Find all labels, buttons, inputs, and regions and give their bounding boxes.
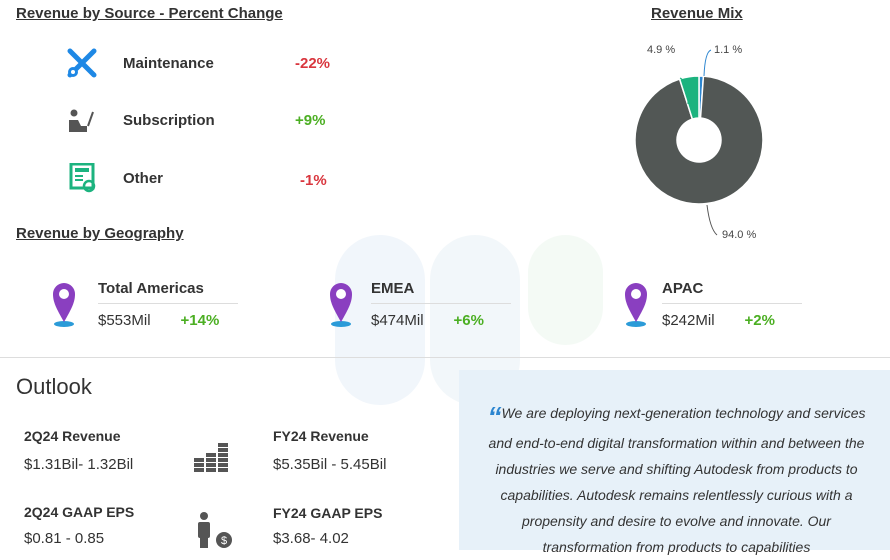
watermark-shape [528,235,603,345]
geo-change: +6% [453,312,484,329]
geo-item: Total Americas $553Mil +14% [98,280,238,329]
fy-eps-value: $3.68- 4.02 [273,530,349,547]
geo-name: APAC [662,280,802,304]
revenue-mix-chart: 4.9 % 1.1 % 94.0 % [634,44,764,241]
mix-title: Revenue Mix [651,5,743,22]
geo-value: $553Mil [98,312,151,329]
outlook-title: Outlook [16,374,92,399]
person-laptop-icon [68,108,96,137]
geo-item: APAC $242Mil +2% [662,280,802,329]
leader-line [706,204,718,236]
divider [0,357,890,358]
geo-item: EMEA $474Mil +6% [371,280,511,329]
location-pin-icon [329,282,353,333]
location-pin-icon [52,282,76,333]
quote-text: We are deploying next-generation technol… [488,405,866,555]
quote-mark-icon: “ [487,401,502,432]
person-dollar-icon: $ [196,512,234,555]
slice-label: 4.9 % [647,44,675,56]
location-pin-icon [624,282,648,333]
fy-rev-value: $5.35Bil - 5.45Bil [273,456,387,473]
geo-title: Revenue by Geography [16,225,184,242]
coins-icon [194,442,230,479]
source-title: Revenue by Source - Percent Change [16,5,283,22]
q-eps-label: 2Q24 GAAP EPS [24,504,135,520]
geo-name: Total Americas [98,280,238,304]
q-rev-label: 2Q24 Revenue [24,428,121,444]
q-eps-value: $0.81 - 0.85 [24,530,105,547]
source-label: Other [123,170,164,187]
geo-value: $474Mil [371,312,424,329]
pie-slice-other [678,75,700,120]
slice-label: 1.1 % [714,44,742,56]
slice-label: 94.0 % [722,229,756,241]
leader-line [703,49,712,77]
source-label: Maintenance [123,55,214,72]
watermark-shape [335,235,425,405]
source-label: Subscription [123,112,215,129]
document-refresh-icon [67,162,97,198]
source-change: -1% [300,172,327,189]
tools-icon [66,47,98,84]
geo-change: +2% [744,312,775,329]
ceo-quote: “We are deploying next-generation techno… [459,370,890,555]
fy-rev-label: FY24 Revenue [273,428,369,444]
leader-line [679,77,689,105]
source-change: +9% [295,112,326,129]
q-rev-value: $1.31Bil- 1.32Bil [24,456,134,473]
geo-value: $242Mil [662,312,715,329]
svg-text:$: $ [221,535,227,547]
fy-eps-label: FY24 GAAP EPS [273,505,383,521]
geo-change: +14% [180,312,220,329]
source-change: -22% [295,55,331,72]
pie-slice-subscription [634,75,764,205]
geo-name: EMEA [371,280,511,304]
